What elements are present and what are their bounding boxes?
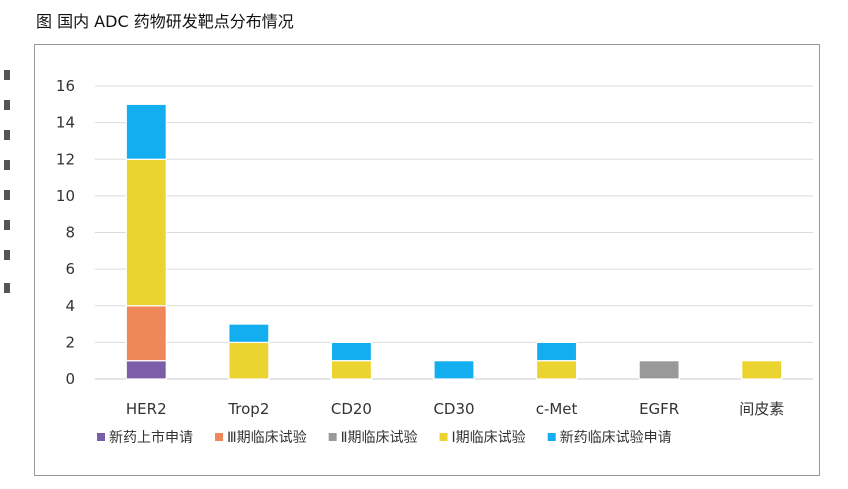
y-tick-label: 8 <box>65 224 75 242</box>
y-tick-label: 4 <box>65 297 75 315</box>
bar-segment <box>741 360 783 380</box>
edge-fragment <box>4 70 10 80</box>
edge-fragment <box>4 130 10 140</box>
y-tick-label: 14 <box>56 114 75 132</box>
legend-label: Ⅲ期临床试验 <box>227 430 307 446</box>
y-tick-label: 2 <box>65 333 75 351</box>
y-tick-label: 0 <box>65 370 75 388</box>
edge-fragment <box>4 250 10 260</box>
legend-label: 新药上市申请 <box>109 429 193 446</box>
legend-swatch <box>215 433 223 441</box>
x-tick-label: HER2 <box>126 400 167 418</box>
legend-swatch <box>439 433 448 441</box>
y-tick-label: 10 <box>56 187 75 205</box>
bar-segment <box>125 103 167 160</box>
chart-frame: 0 2 4 6 8 10 12 14 16 HER2 Trop2 CD20 CD30 c-Met EGFR 间… <box>34 44 820 476</box>
bar-segment <box>125 158 167 307</box>
bar-segment <box>330 360 373 380</box>
edge-fragment <box>4 283 10 293</box>
legend-label: 新药临床试验申请 <box>560 430 672 446</box>
y-tick-label: 16 <box>56 77 75 95</box>
edge-fragment <box>4 190 10 200</box>
legend-label: Ⅰ期临床试验 <box>452 430 526 446</box>
edge-fragment <box>4 220 10 230</box>
edge-fragment <box>4 100 10 110</box>
edge-fragment <box>4 160 10 170</box>
bar-segment <box>433 360 475 380</box>
bar-segment <box>228 341 270 380</box>
y-tick-label: 6 <box>65 260 75 278</box>
bar-segment <box>330 341 373 362</box>
x-tick-label: EGFR <box>639 400 679 418</box>
x-tick-label: 间皮素 <box>739 400 784 418</box>
legend-swatch <box>328 433 337 441</box>
figure-title: 图 国内 ADC 药物研发靶点分布情况 <box>36 12 294 31</box>
bar-segment <box>535 360 578 380</box>
bar-segment <box>535 341 578 362</box>
x-tick-label: c-Met <box>536 400 578 418</box>
bar-segment <box>125 305 167 362</box>
stacked-bar-chart: 0 2 4 6 8 10 12 14 16 HER2 Trop2 CD20 CD30 c-Met EGFR 间… <box>56 77 813 446</box>
legend-label: Ⅱ期临床试验 <box>341 430 418 446</box>
x-tick-label: CD20 <box>331 400 372 418</box>
bar-segment <box>638 360 680 380</box>
x-tick-label: CD30 <box>433 400 474 418</box>
y-tick-label: 12 <box>56 150 75 168</box>
legend-swatch <box>547 433 556 441</box>
bar-segment <box>228 323 270 343</box>
x-tick-label: Trop2 <box>227 400 269 418</box>
bar-segment <box>125 360 167 380</box>
legend-swatch <box>97 433 105 441</box>
